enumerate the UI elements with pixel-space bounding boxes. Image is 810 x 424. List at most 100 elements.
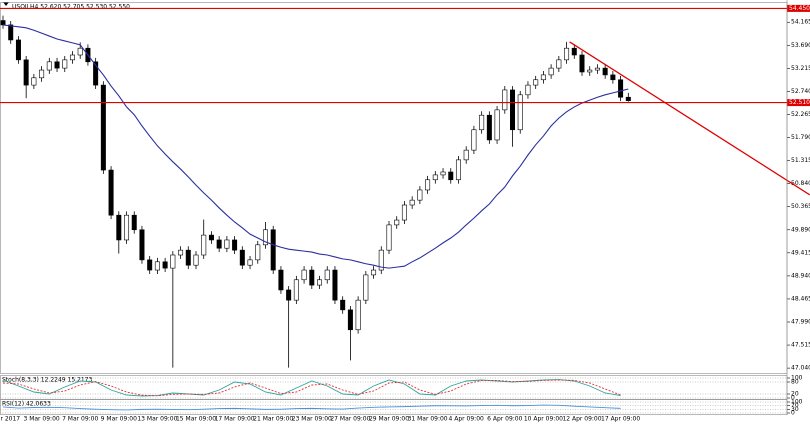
candle-body xyxy=(31,77,37,86)
candle-body xyxy=(479,114,485,131)
candle-body xyxy=(139,229,145,261)
candle-body xyxy=(62,59,68,69)
candle-body xyxy=(77,47,83,56)
candle-body xyxy=(610,74,616,81)
candle-body xyxy=(293,279,299,301)
y-tick-label: 30 xyxy=(791,406,799,413)
candle-body xyxy=(401,204,407,221)
panel-title: RSI(12) 42.0633 xyxy=(2,401,51,408)
y-tick-label: 100 xyxy=(791,375,803,382)
price-label-box xyxy=(787,99,810,107)
x-tick-label: 17 Apr 09:00 xyxy=(601,416,640,423)
candle-body xyxy=(587,69,593,73)
candle-body xyxy=(39,69,45,79)
candle-body xyxy=(502,89,508,111)
y-tick-label: 70 xyxy=(791,402,799,409)
dropdown-icon xyxy=(3,2,9,6)
y-tick-label: 53.690 xyxy=(791,42,810,49)
price-label-box xyxy=(787,4,810,12)
candle-body xyxy=(579,54,585,73)
candle-body xyxy=(618,79,624,98)
candle-body xyxy=(124,214,130,241)
candle-body xyxy=(162,261,168,269)
y-tick-label: 0 xyxy=(791,395,795,402)
candle-body xyxy=(224,239,230,249)
x-tick-label: 10 Apr 09:00 xyxy=(524,416,563,423)
candle-body xyxy=(46,61,52,71)
x-tick-label: 4 Apr 09:00 xyxy=(449,416,484,423)
y-tick-label: 50.840 xyxy=(791,180,810,187)
candle-body xyxy=(386,224,392,251)
candle-body xyxy=(93,61,99,86)
candle-body xyxy=(455,159,461,181)
candle-body xyxy=(463,149,469,161)
candle-body xyxy=(255,244,261,261)
y-tick-label: 53.215 xyxy=(791,65,810,72)
price-label: 52.510 xyxy=(789,99,810,106)
y-tick-label: 49.415 xyxy=(791,249,810,256)
candle-body xyxy=(317,279,323,286)
candle-body xyxy=(363,274,369,301)
trend-line xyxy=(569,41,810,196)
candle-body xyxy=(185,249,191,266)
plot-area xyxy=(0,15,631,368)
x-tick-label: 17 Mar 09:00 xyxy=(215,416,255,423)
y-tick-label: 48.465 xyxy=(791,295,810,302)
candle-body xyxy=(378,249,384,271)
candle-body xyxy=(239,249,245,266)
candle-body xyxy=(571,47,577,56)
candle-body xyxy=(540,74,546,81)
y-tick-label: 80 xyxy=(791,379,799,386)
candle-body xyxy=(147,259,153,271)
x-tick-label: 6 Apr 09:00 xyxy=(487,416,522,423)
y-tick-label: 52.265 xyxy=(791,111,810,118)
x-tick-label: 12 Apr 09:00 xyxy=(562,416,601,423)
candle-body xyxy=(548,67,554,76)
candle-body xyxy=(193,254,199,266)
candle-body xyxy=(594,67,600,71)
candle-body xyxy=(486,114,492,141)
y-tick-label: 48.940 xyxy=(791,272,810,279)
candle-body xyxy=(69,54,75,61)
y-tick-label: 52.740 xyxy=(791,88,810,95)
candle-body xyxy=(131,214,137,231)
x-tick-label: 3 Mar 09:00 xyxy=(23,416,59,423)
y-tick-label: 100 xyxy=(791,399,803,406)
candle-body xyxy=(417,189,423,201)
y-tick-label: 51.315 xyxy=(791,157,810,164)
candle-body xyxy=(432,174,438,181)
candle-body xyxy=(262,229,268,246)
candle-body xyxy=(278,269,284,291)
candle-body xyxy=(471,129,477,151)
candle-body xyxy=(216,239,222,249)
panel-title: USOILH4 52.620 52.705 52.530 52.550 xyxy=(12,4,130,11)
price-label: 54.450 xyxy=(789,5,810,12)
candle-body xyxy=(355,299,361,331)
candle-body xyxy=(178,249,184,256)
candle-body xyxy=(425,179,431,191)
x-tick-label: 23 Mar 09:00 xyxy=(292,416,332,423)
candle-body xyxy=(525,84,531,96)
candle-body xyxy=(270,229,276,271)
y-tick-label: 20 xyxy=(791,391,799,398)
candle-body xyxy=(201,234,207,256)
x-tick-label: 13 Mar 09:00 xyxy=(137,416,177,423)
candle-body xyxy=(15,39,21,61)
y-tick-label: 51.790 xyxy=(791,134,810,141)
candle-body xyxy=(301,269,307,281)
x-tick-label: 31 Mar 09:00 xyxy=(408,416,448,423)
y-tick-label: 50.365 xyxy=(791,203,810,210)
candle-body xyxy=(371,269,377,276)
indicator-line xyxy=(2,379,621,397)
candle-body xyxy=(602,67,608,76)
x-tick-label: 29 Mar 09:00 xyxy=(369,416,409,423)
y-tick-label: 47.990 xyxy=(791,318,810,325)
candle-body xyxy=(494,109,500,141)
candle-body xyxy=(340,299,346,311)
candle-body xyxy=(409,199,415,206)
moving-average xyxy=(2,24,629,269)
candle-body xyxy=(108,169,114,216)
candle-body xyxy=(510,89,516,131)
candle-body xyxy=(286,289,292,301)
